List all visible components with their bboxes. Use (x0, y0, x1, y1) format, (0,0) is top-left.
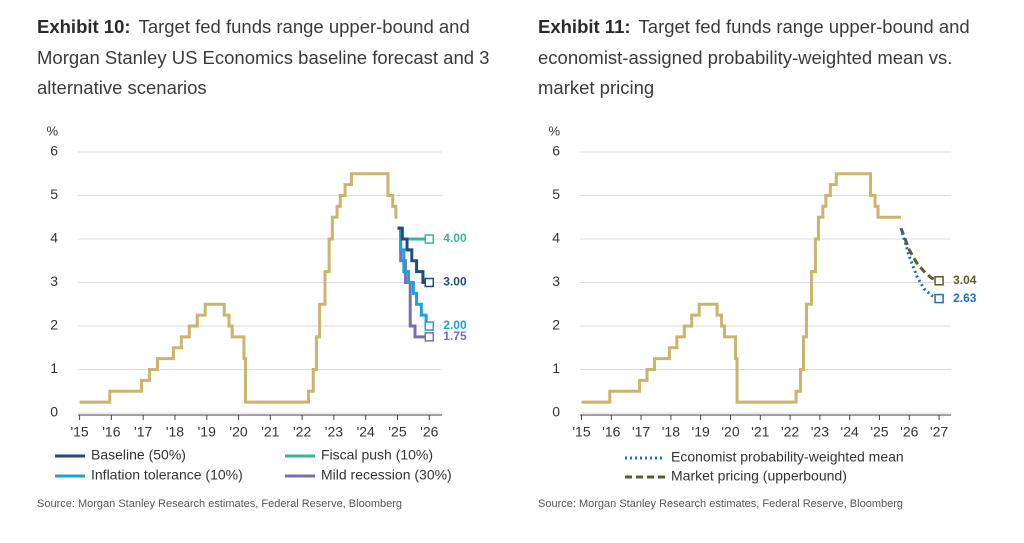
series-line (581, 172, 901, 404)
x-tick-label: '24 (841, 424, 859, 440)
y-tick-label: 6 (552, 143, 560, 159)
y-tick-label: 5 (552, 186, 560, 202)
source-note: Source: Morgan Stanley Research estimate… (37, 498, 403, 510)
x-tick-label: '19 (692, 424, 710, 440)
end-marker (424, 234, 435, 244)
exhibit-label: Exhibit 10: (37, 16, 131, 37)
y-tick-label: 5 (50, 186, 58, 202)
x-tick-label: '26 (900, 424, 918, 440)
x-tick-label: '26 (420, 424, 438, 440)
value-label: 2.63 (953, 291, 977, 305)
value-label: 3.04 (953, 273, 977, 287)
chart-title: Exhibit 10: Target fed funds range upper-… (37, 12, 509, 104)
x-tick-label: '21 (751, 424, 769, 440)
title-text: Target fed funds range upper-bound and e… (538, 16, 970, 98)
x-tick-label: '22 (293, 424, 311, 440)
series-line (79, 172, 398, 404)
y-tick-label: 6 (50, 143, 58, 159)
x-tick-label: '18 (166, 424, 184, 440)
legend-label: Economist probability-weighted mean (671, 449, 904, 465)
x-tick-label: '23 (325, 424, 343, 440)
legend-label: Fiscal push (10%) (321, 447, 433, 463)
end-marker (934, 293, 944, 304)
value-label: 3.00 (443, 275, 467, 289)
x-tick-label: '25 (388, 424, 406, 440)
end-marker (424, 332, 435, 342)
x-tick-label: '24 (357, 424, 375, 440)
x-tick-label: '15 (572, 424, 590, 440)
series-line (397, 226, 430, 328)
end-marker (934, 276, 944, 286)
title-text: Target fed funds range upper-bound and M… (37, 16, 490, 98)
x-tick-label: '25 (870, 424, 888, 440)
end-marker (424, 277, 435, 288)
y-tick-label: 0 (552, 404, 560, 420)
legend-label: Inflation tolerance (10%) (91, 467, 243, 483)
series-line (397, 226, 430, 284)
x-tick-label: '17 (134, 424, 152, 440)
y-tick-label: 3 (552, 273, 560, 289)
y-tick-label: 0 (50, 404, 58, 420)
x-tick-label: '23 (811, 424, 829, 440)
x-tick-label: '18 (662, 424, 680, 440)
legend-label: Baseline (50%) (91, 447, 186, 463)
x-tick-label: '17 (632, 424, 650, 440)
y-axis-label: % (548, 123, 560, 138)
y-tick-label: 2 (552, 317, 560, 333)
x-tick-label: '20 (721, 424, 739, 440)
value-label: 4.00 (443, 231, 467, 245)
x-tick-label: '16 (602, 424, 620, 440)
source-note: Source: Morgan Stanley Research estimate… (538, 498, 904, 510)
x-tick-label: '21 (261, 424, 279, 440)
x-tick-label: '16 (102, 424, 120, 440)
chart: % 0 1 2 3 4 5 6 '15 '16 '17 '18 '19 '20 '21 '22 '23 '24 '2… (548, 123, 976, 483)
y-tick-label: 3 (50, 273, 58, 289)
y-tick-label: 1 (50, 360, 58, 376)
x-tick-label: '15 (70, 424, 88, 440)
end-marker (424, 321, 435, 331)
x-tick-label: '22 (781, 424, 799, 440)
value-label: 1.75 (443, 329, 467, 343)
y-tick-label: 1 (552, 360, 560, 376)
chart-title: Exhibit 11: Target fed funds range upper-… (538, 12, 1010, 104)
series-line (899, 227, 940, 300)
y-tick-label: 4 (50, 230, 58, 246)
y-axis-label: % (46, 123, 58, 138)
series-line (899, 227, 940, 283)
legend-label: Market pricing (upperbound) (671, 468, 847, 484)
exhibit-label: Exhibit 11: (538, 16, 631, 37)
y-tick-label: 2 (50, 317, 58, 333)
legend-label: Mild recession (30%) (321, 467, 452, 483)
x-tick-label: '27 (930, 424, 948, 440)
x-tick-label: '19 (198, 424, 216, 440)
value-label: 2.00 (443, 318, 467, 332)
x-tick-label: '20 (229, 424, 247, 440)
y-tick-label: 4 (552, 230, 560, 246)
chart: % 0 1 2 3 4 5 6 '15 '16 '17 '18 '19 '20 '21 '22 '23 '24 '2… (46, 123, 467, 482)
